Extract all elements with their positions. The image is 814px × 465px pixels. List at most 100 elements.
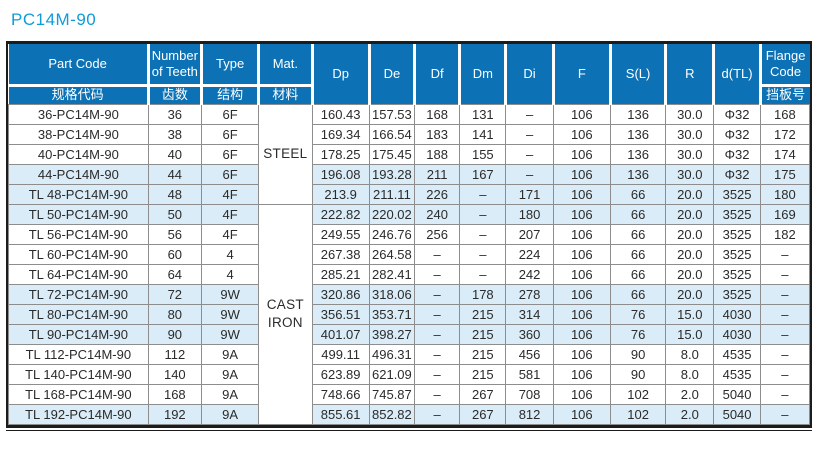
- table-row: TL 72-PC14M-90 72 9W 320.86 318.06–178 278 106…: [8, 283, 811, 305]
- cell-dtl: Φ32: [713, 143, 761, 165]
- cell-type: 9A: [200, 363, 260, 385]
- cell-dm: 215: [459, 303, 507, 325]
- cell-de: 318.06: [368, 283, 416, 305]
- cell-di: –: [505, 163, 554, 185]
- cell-di: 812: [505, 403, 554, 425]
- cell-type: 9W: [200, 323, 260, 345]
- cell-teeth: 140: [147, 363, 202, 385]
- cell-sl: 136: [609, 103, 667, 125]
- cell-sl: 102: [609, 403, 667, 425]
- cell-r: 15.0: [665, 303, 715, 325]
- cell-sl: 136: [609, 123, 667, 145]
- cell-flange: 175: [759, 163, 811, 185]
- cell-flange: –: [759, 243, 811, 265]
- cell-flange: –: [759, 263, 811, 285]
- cell-dtl: 3525: [713, 263, 761, 285]
- cell-dp: 169.34: [311, 123, 370, 145]
- cell-r: 30.0: [665, 163, 715, 185]
- cell-de: 264.58: [368, 243, 416, 265]
- cell-dtl: 5040: [713, 403, 761, 425]
- cell-df: 256: [413, 223, 461, 245]
- cell-dm: –: [459, 183, 507, 205]
- cell-f: 106: [552, 123, 611, 145]
- material-cell: STEEL: [258, 103, 313, 205]
- cell-type: 4F: [200, 183, 260, 205]
- cell-teeth: 48: [147, 183, 202, 205]
- cell-flange: –: [759, 303, 811, 325]
- cell-r: 15.0: [665, 323, 715, 345]
- cell-f: 106: [552, 383, 611, 405]
- cell-df: 168: [413, 103, 461, 125]
- cell-de: 282.41: [368, 263, 416, 285]
- cell-dm: 155: [459, 143, 507, 165]
- cell-f: 106: [552, 163, 611, 185]
- cell-sl: 66: [609, 283, 667, 305]
- cell-sl: 136: [609, 143, 667, 165]
- cell-de: 175.45: [368, 143, 416, 165]
- cell-dp: 249.55: [311, 223, 370, 245]
- cell-di: 314: [505, 303, 554, 325]
- cell-flange: 168: [759, 103, 811, 125]
- cell-di: 360: [505, 323, 554, 345]
- col-header-f: F: [551, 44, 611, 104]
- cell-df: –: [413, 323, 461, 345]
- cell-di: –: [505, 143, 554, 165]
- table-body: 36-PC14M-90 36 6F STEEL 160.43 157.53 168 131–1…: [8, 103, 811, 425]
- cell-sl: 66: [609, 263, 667, 285]
- cell-flange: 182: [759, 223, 811, 245]
- cell-f: 106: [552, 103, 611, 125]
- cell-de: 157.53: [368, 103, 416, 125]
- cell-dm: –: [459, 263, 507, 285]
- cell-part: TL 50-PC14M-90: [8, 203, 149, 225]
- cell-f: 106: [552, 223, 611, 245]
- cell-r: 30.0: [665, 143, 715, 165]
- cell-sl: 66: [609, 203, 667, 225]
- cell-part: TL 90-PC14M-90: [8, 323, 149, 345]
- table-border-frame: Part Code Number of Teeth Type Mat. Dp De Df Dm…: [6, 41, 812, 428]
- cell-part: TL 112-PC14M-90: [8, 343, 149, 365]
- table-row: TL 56-PC14M-90 56 4F 249.55 246.76 256–207 106…: [8, 223, 811, 245]
- cell-sl: 76: [609, 303, 667, 325]
- cell-df: –: [413, 303, 461, 325]
- cell-flange: 180: [759, 183, 811, 205]
- cell-de: 246.76: [368, 223, 416, 245]
- cell-r: 30.0: [665, 103, 715, 125]
- col-subheader-teeth: 齿数: [146, 83, 202, 104]
- col-header-dp: Dp: [310, 44, 370, 104]
- cell-flange: –: [759, 363, 811, 385]
- cell-dp: 222.82: [311, 203, 370, 225]
- cell-type: 4F: [200, 203, 260, 225]
- col-header-part: Part Code: [8, 44, 149, 85]
- cell-r: 30.0: [665, 123, 715, 145]
- cell-dp: 267.38: [311, 243, 370, 265]
- cell-f: 106: [552, 263, 611, 285]
- table-row: 36-PC14M-90 36 6F STEEL 160.43 157.53 168 131–1…: [8, 103, 811, 205]
- cell-r: 2.0: [665, 403, 715, 425]
- cell-flange: –: [759, 283, 811, 305]
- cell-df: –: [413, 363, 461, 385]
- cell-dp: 855.61: [311, 403, 370, 425]
- cell-di: –: [505, 103, 554, 125]
- cell-dm: 215: [459, 343, 507, 365]
- col-header-mat: Mat.: [257, 44, 312, 85]
- cell-di: 180: [505, 203, 554, 225]
- cell-df: 211: [413, 163, 461, 185]
- col-header-dm: Dm: [458, 44, 506, 104]
- cell-dm: 141: [459, 123, 507, 145]
- cell-flange: –: [759, 343, 811, 365]
- cell-type: 4: [200, 263, 260, 285]
- cell-type: 6F: [200, 143, 260, 165]
- cell-dtl: 5040: [713, 383, 761, 405]
- cell-sl: 76: [609, 323, 667, 345]
- col-header-sl: S(L): [608, 44, 666, 104]
- cell-dm: 267: [459, 403, 507, 425]
- cell-r: 20.0: [665, 223, 715, 245]
- cell-dp: 320.86: [311, 283, 370, 305]
- cell-dtl: 4030: [713, 303, 761, 325]
- cell-flange: 174: [759, 143, 811, 165]
- cell-dm: –: [459, 203, 507, 225]
- cell-teeth: 50: [147, 203, 202, 225]
- cell-dm: –: [459, 223, 507, 245]
- cell-df: 226: [413, 183, 461, 205]
- cell-df: –: [413, 403, 461, 425]
